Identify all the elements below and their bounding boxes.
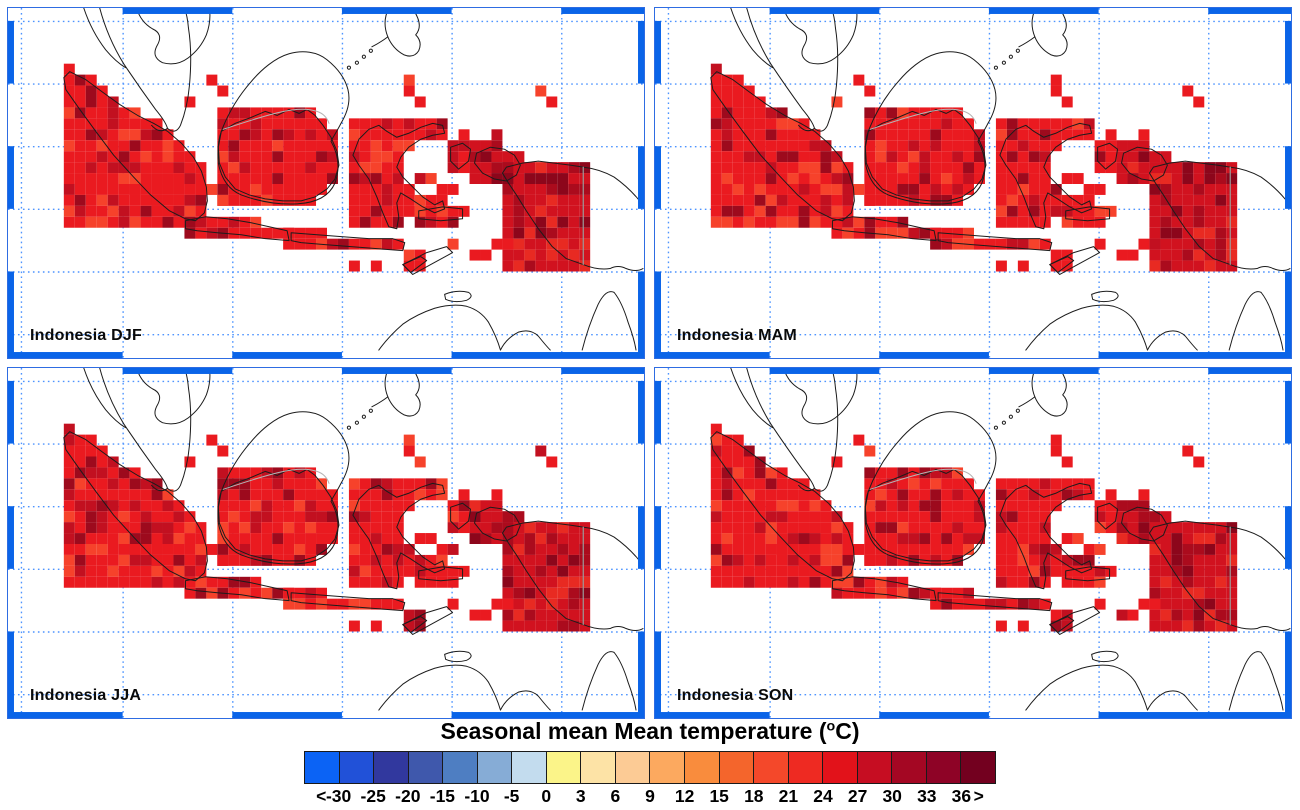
colorbar-tick--10: -10 [464, 786, 490, 806]
colorbar-cell-7 [545, 752, 581, 783]
edge-tick-bands [8, 368, 644, 718]
colorbar-tick-24: 24 [813, 786, 833, 806]
coastlines [63, 368, 644, 711]
panel-label-son: Indonesia SON [677, 687, 794, 704]
edge-tick-bands [655, 8, 1291, 358]
colorbar-tick--15: -15 [429, 786, 456, 806]
colorbar-tick-12: 12 [674, 786, 695, 806]
indonesia-map-djf [8, 8, 644, 358]
colorbar-cell-4 [442, 752, 477, 783]
colorbar-cell-14 [787, 752, 823, 783]
colorbar-cell-8 [580, 752, 615, 783]
colorbar-tick-36: 36 [951, 786, 972, 806]
colorbar-cell-11 [684, 752, 719, 783]
colorbar-cell-19 [960, 752, 995, 783]
degree-superscript: o [826, 718, 836, 735]
colorbar-cell-6 [511, 752, 546, 783]
colorbar-tick-30: 30 [882, 786, 902, 806]
coastlines [710, 8, 1291, 351]
colorbar [304, 751, 996, 784]
colorbar-tick-<: < [316, 786, 327, 806]
indonesia-map-jja [8, 368, 644, 718]
colorbar-tick--25: -25 [360, 786, 386, 806]
map-panel-mam: Indonesia MAM [654, 7, 1292, 359]
panel-label-mam: Indonesia MAM [677, 327, 797, 344]
coastlines [710, 368, 1291, 711]
colorbar-tick-18: 18 [744, 786, 764, 806]
colorbar-cell-9 [614, 752, 650, 783]
colorbar-tick-33: 33 [917, 786, 937, 806]
colorbar-tick->: > [973, 786, 984, 806]
colorbar-cell-10 [649, 752, 685, 783]
colorbar-tick--30: -30 [325, 786, 352, 806]
temperature-cells [63, 63, 591, 272]
colorbar-tick--20: -20 [395, 786, 421, 806]
indonesia-map-mam [655, 8, 1291, 358]
edge-tick-bands [8, 8, 644, 358]
map-panel-jja: Indonesia JJA [7, 367, 645, 719]
colorbar-tick-9: 9 [645, 786, 655, 806]
temperature-cells [710, 63, 1238, 272]
map-panel-son: Indonesia SON [654, 367, 1292, 719]
colorbar-tick-labels: < -30 -25 -20 -15 -10 -5 0 3 6 9 12 15 18 21 24 27 30 33 36… [304, 786, 996, 810]
colorbar-cell-13 [753, 752, 788, 783]
temperature-cells [63, 423, 591, 632]
colorbar-cell-1 [338, 752, 374, 783]
edge-tick-bands [655, 368, 1291, 718]
colorbar-cell-5 [476, 752, 512, 783]
colorbar-cell-17 [891, 752, 926, 783]
colorbar-cell-0 [305, 752, 339, 783]
coastlines [63, 8, 644, 351]
temperature-cells [710, 423, 1238, 632]
colorbar-cell-12 [718, 752, 754, 783]
colorbar-tick-6: 6 [610, 786, 621, 806]
panel-label-djf: Indonesia DJF [30, 327, 142, 344]
colorbar-cell-2 [373, 752, 408, 783]
colorbar-tick-3: 3 [575, 786, 586, 806]
colorbar-tick-0: 0 [541, 786, 552, 806]
colorbar-cell-3 [407, 752, 443, 783]
colorbar-tick-21: 21 [778, 786, 799, 806]
colorbar-cell-16 [856, 752, 892, 783]
colorbar-title-units: C) [835, 718, 860, 744]
map-panel-djf: Indonesia DJF [7, 7, 645, 359]
panel-label-jja: Indonesia JJA [30, 687, 142, 704]
colorbar-title-text: Seasonal mean Mean temperature ( [440, 718, 827, 744]
indonesia-map-son [655, 368, 1291, 718]
colorbar-tick--5: -5 [503, 786, 520, 806]
colorbar-tick-27: 27 [847, 786, 868, 806]
colorbar-tick-15: 15 [709, 786, 729, 806]
colorbar-cell-18 [925, 752, 961, 783]
colorbar-title: Seasonal mean Mean temperature (oC) [0, 718, 1300, 745]
colorbar-cell-15 [822, 752, 857, 783]
